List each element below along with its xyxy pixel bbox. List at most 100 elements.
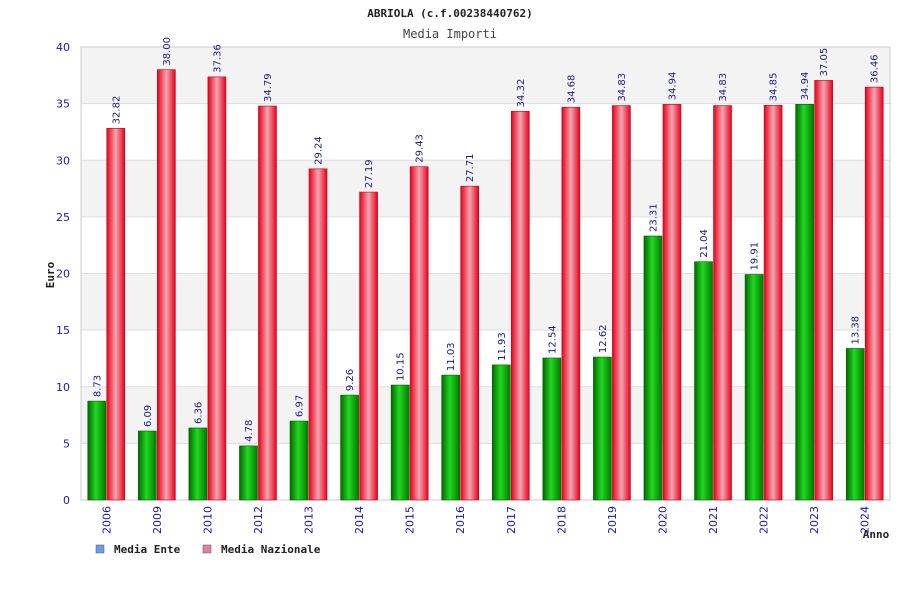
x-tick-label: 2019 bbox=[606, 506, 619, 534]
x-tick-label: 2021 bbox=[707, 506, 720, 534]
data-label: 13.38 bbox=[851, 316, 862, 345]
data-label: 38.00 bbox=[162, 37, 173, 66]
y-tick-label: 25 bbox=[56, 211, 70, 224]
bar-media-nazionale-2016 bbox=[460, 185, 480, 501]
x-tick-labels: 2006 2009 2010 2012 2013 2014 2015 2016 2017 2018… bbox=[100, 506, 871, 534]
x-axis-label: Anno bbox=[863, 528, 890, 541]
data-label: 29.43 bbox=[415, 134, 426, 163]
data-label: 34.83 bbox=[617, 73, 628, 102]
bar-media-nazionale-2020 bbox=[662, 104, 682, 501]
bar-media-nazionale-2013 bbox=[308, 168, 328, 501]
data-label: 32.82 bbox=[111, 96, 122, 125]
x-tick-label: 2015 bbox=[404, 506, 417, 534]
data-label: 23.31 bbox=[648, 203, 659, 232]
data-label: 8.73 bbox=[92, 375, 103, 397]
bar-media-ente-2017 bbox=[491, 364, 511, 501]
data-label: 34.32 bbox=[516, 79, 527, 108]
x-tick-label: 2016 bbox=[454, 506, 467, 534]
bar-media-nazionale-2006 bbox=[106, 128, 126, 501]
bar-media-ente-2015 bbox=[390, 384, 410, 501]
bar-media-ente-2022 bbox=[744, 274, 764, 501]
data-label: 27.71 bbox=[465, 154, 476, 183]
data-label: 11.93 bbox=[497, 332, 508, 361]
bar-media-nazionale-2023 bbox=[814, 80, 833, 501]
data-label: 12.54 bbox=[547, 325, 558, 354]
y-tick-labels: 0 5 10 15 20 25 30 35 40 bbox=[56, 41, 70, 507]
data-label: 6.36 bbox=[193, 402, 204, 424]
bar-media-ente-2019 bbox=[593, 356, 612, 501]
y-tick-label: 5 bbox=[63, 437, 70, 450]
data-label: 12.62 bbox=[598, 324, 609, 353]
data-label: 37.36 bbox=[212, 44, 223, 73]
bars bbox=[87, 69, 884, 501]
x-tick-label: 2013 bbox=[303, 506, 316, 534]
bar-media-nazionale-2014 bbox=[359, 191, 378, 501]
bar-media-ente-2016 bbox=[441, 374, 461, 501]
data-label: 19.91 bbox=[750, 242, 761, 271]
data-label: 9.26 bbox=[345, 369, 356, 391]
y-tick-label: 20 bbox=[56, 268, 70, 281]
bar-media-ente-2010 bbox=[188, 427, 208, 501]
legend-label-media-nazionale: Media Nazionale bbox=[221, 543, 321, 556]
data-label: 10.15 bbox=[396, 352, 407, 381]
data-label: 27.19 bbox=[364, 159, 375, 188]
data-label: 36.46 bbox=[870, 54, 881, 83]
y-tick-label: 35 bbox=[56, 98, 70, 111]
data-label: 34.94 bbox=[667, 72, 678, 101]
data-labels: 8.73 32.82 6.09 38.00 6.36 37.36 4.78 34.79 6.97… bbox=[92, 37, 880, 442]
data-label: 11.03 bbox=[446, 342, 457, 371]
data-label: 29.24 bbox=[314, 136, 325, 165]
bar-media-nazionale-2018 bbox=[561, 106, 581, 501]
legend: Media Ente Media Nazionale bbox=[95, 543, 321, 556]
data-label: 4.78 bbox=[244, 420, 255, 442]
bar-media-nazionale-2021 bbox=[713, 105, 732, 501]
bar-media-nazionale-2009 bbox=[157, 69, 176, 501]
y-tick-label: 15 bbox=[56, 324, 70, 337]
bar-media-nazionale-2010 bbox=[207, 76, 227, 501]
x-tick-label: 2022 bbox=[758, 506, 771, 534]
bar-media-ente-2021 bbox=[694, 261, 713, 501]
bar-media-ente-2006 bbox=[87, 400, 107, 501]
bar-media-nazionale-2024 bbox=[864, 86, 884, 501]
y-tick-label: 30 bbox=[56, 154, 70, 167]
y-axis-label: Euro bbox=[44, 261, 57, 288]
data-label: 6.97 bbox=[295, 395, 306, 417]
x-tick-label: 2012 bbox=[252, 506, 265, 534]
x-tick-label: 2024 bbox=[859, 506, 872, 534]
x-tick-label: 2014 bbox=[353, 506, 366, 534]
bar-media-nazionale-2012 bbox=[258, 105, 277, 501]
data-label: 21.04 bbox=[699, 229, 710, 258]
data-label: 34.83 bbox=[718, 73, 729, 102]
bar-media-ente-2023 bbox=[795, 104, 814, 501]
legend-swatch-media-nazionale bbox=[202, 544, 212, 554]
data-label: 34.94 bbox=[800, 72, 811, 101]
bar-media-ente-2018 bbox=[542, 357, 562, 501]
chart-title: ABRIOLA (c.f.00238440762) bbox=[367, 7, 533, 20]
bar-media-ente-2012 bbox=[239, 445, 258, 501]
chart-subtitle: Media Importi bbox=[403, 27, 497, 41]
data-label: 34.68 bbox=[566, 75, 577, 104]
data-label: 6.09 bbox=[143, 405, 154, 427]
x-tick-label: 2018 bbox=[555, 506, 568, 534]
bar-media-nazionale-2022 bbox=[763, 105, 783, 501]
bar-media-nazionale-2019 bbox=[612, 105, 631, 501]
legend-label-media-ente: Media Ente bbox=[114, 543, 181, 556]
bar-media-ente-2013 bbox=[289, 420, 309, 501]
x-tick-label: 2017 bbox=[505, 506, 518, 534]
bar-media-ente-2009 bbox=[138, 430, 157, 501]
bar-media-nazionale-2017 bbox=[510, 111, 530, 501]
x-tick-label: 2006 bbox=[100, 506, 113, 534]
plot-frame bbox=[80, 46, 891, 501]
data-label: 34.79 bbox=[263, 73, 274, 102]
y-tick-label: 0 bbox=[63, 494, 70, 507]
data-label: 37.05 bbox=[819, 48, 830, 77]
x-tick-label: 2009 bbox=[151, 506, 164, 534]
bar-media-ente-2020 bbox=[643, 235, 663, 501]
x-tick-label: 2010 bbox=[201, 506, 214, 534]
legend-swatch-media-ente bbox=[95, 544, 105, 554]
data-label: 34.85 bbox=[769, 73, 780, 102]
x-tick-label: 2020 bbox=[656, 506, 669, 534]
y-tick-label: 10 bbox=[56, 381, 70, 394]
y-tick-label: 40 bbox=[56, 41, 70, 54]
x-tick-label: 2023 bbox=[808, 506, 821, 534]
